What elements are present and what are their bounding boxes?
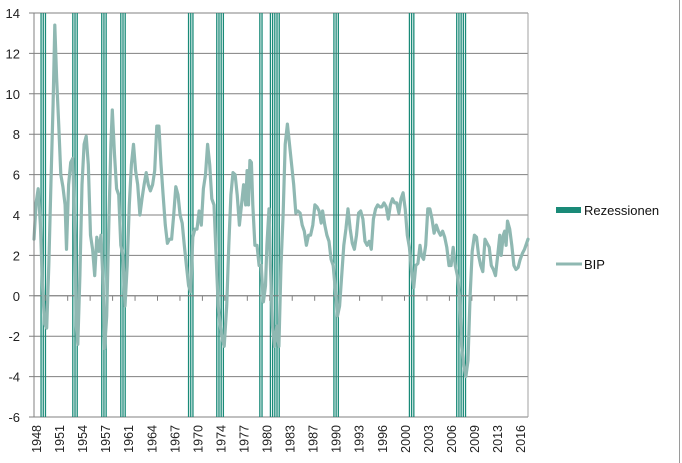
x-tick-label: 1970 bbox=[191, 425, 205, 453]
x-tick-label: 2013 bbox=[491, 425, 505, 453]
y-tick-label: 8 bbox=[13, 127, 20, 142]
x-tick-label: 2000 bbox=[399, 425, 413, 453]
recession-bar bbox=[408, 13, 415, 417]
recession-bar bbox=[333, 13, 339, 417]
y-tick-label: 6 bbox=[13, 168, 20, 183]
y-tick-label: 2 bbox=[13, 248, 20, 263]
x-tick-label: 1987 bbox=[307, 425, 321, 453]
x-tick-label: 2009 bbox=[468, 425, 482, 453]
x-tick-label: 2003 bbox=[422, 425, 436, 453]
x-tick-label: 1980 bbox=[261, 425, 275, 453]
x-tick-label: 1961 bbox=[122, 425, 136, 453]
recession-bar bbox=[187, 13, 194, 417]
legend-recession-swatch bbox=[556, 207, 581, 213]
x-tick-label: 1957 bbox=[99, 425, 113, 453]
x-tick-label: 2016 bbox=[514, 425, 528, 453]
legend: Rezessionen BIP bbox=[556, 203, 659, 272]
x-tick-label: 1983 bbox=[284, 425, 298, 453]
y-tick-label: 0 bbox=[13, 289, 20, 304]
y-axis-labels: 14 12 10 8 6 4 2 0 -2 -4 -6 bbox=[6, 6, 20, 425]
x-tick-label: 1951 bbox=[53, 425, 67, 453]
x-tick-label: 1964 bbox=[145, 425, 159, 453]
y-tick-label: 14 bbox=[6, 6, 20, 21]
y-tick-label: -2 bbox=[8, 329, 20, 344]
x-axis-labels: 1948 1951 1954 1957 1961 1964 1967 1970 1974 1977… bbox=[30, 425, 528, 453]
x-tick-label: 1990 bbox=[330, 425, 344, 453]
x-tick-label: 1967 bbox=[168, 425, 182, 453]
y-tick-label: 10 bbox=[6, 87, 20, 102]
y-tick-label: -4 bbox=[8, 370, 20, 385]
bip-line bbox=[32, 23, 530, 379]
x-tick-label: 2006 bbox=[445, 425, 459, 453]
y-tick-label: 12 bbox=[6, 46, 20, 61]
chart-frame-right-edge bbox=[679, 0, 680, 463]
recession-bar bbox=[216, 13, 225, 417]
legend-bip-label: BIP bbox=[584, 257, 605, 272]
x-tick-label: 1993 bbox=[353, 425, 367, 453]
legend-recession-label: Rezessionen bbox=[584, 203, 659, 218]
x-tick-label: 1954 bbox=[76, 425, 90, 453]
x-tick-label: 1977 bbox=[237, 425, 251, 453]
x-tick-label: 1974 bbox=[214, 425, 228, 453]
y-tick-label: -6 bbox=[8, 410, 20, 425]
recession-bar bbox=[259, 13, 263, 417]
y-tick-label: 4 bbox=[13, 208, 20, 223]
x-tick-label: 1948 bbox=[30, 425, 44, 453]
x-tick-label: 1996 bbox=[376, 425, 390, 453]
